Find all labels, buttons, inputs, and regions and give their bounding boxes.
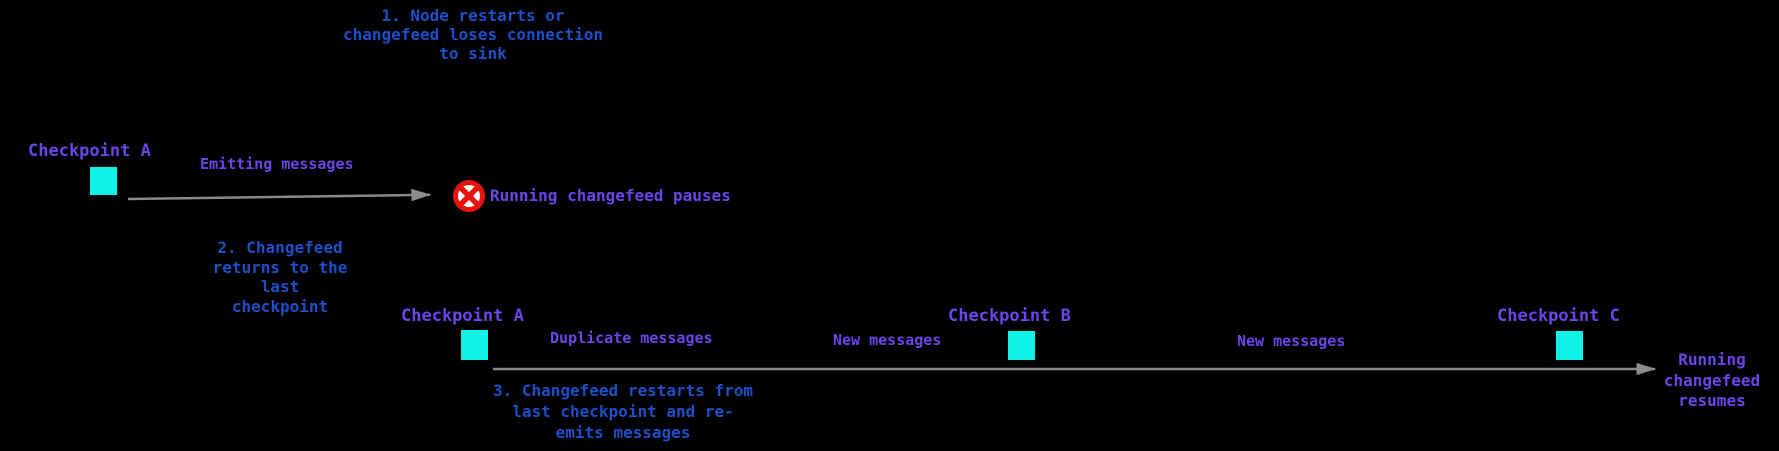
step-1-note: 1. Node restarts or changefeed loses con… [342,6,604,63]
checkpoint-a-label-bottom: Checkpoint A [401,306,524,326]
running-changefeed-resumes-label: Running changefeed resumes [1663,350,1761,410]
checkpoint-b-label: Checkpoint B [948,306,1071,326]
checkpoint-a-marker-bottom [461,330,488,360]
running-changefeed-pauses-label: Running changefeed pauses [490,186,731,205]
step-3-note: 3. Changefeed restarts from last checkpo… [492,381,754,442]
checkpoint-c-label: Checkpoint C [1497,306,1620,326]
new-messages-label-2: New messages [1237,332,1346,350]
emitting-messages-label: Emitting messages [200,155,354,173]
step-2-note: 2. Changefeed returns to the last checkp… [212,238,348,316]
new-messages-label-1: New messages [833,331,942,349]
error-icon [453,180,485,212]
checkpoint-a-label-top: Checkpoint A [28,141,151,161]
checkpoint-c-marker [1556,331,1583,360]
duplicate-messages-label: Duplicate messages [550,329,713,347]
checkpoint-a-marker-top [90,167,117,195]
pause-timeline-arrow [127,188,432,202]
checkpoint-b-marker [1008,331,1035,360]
